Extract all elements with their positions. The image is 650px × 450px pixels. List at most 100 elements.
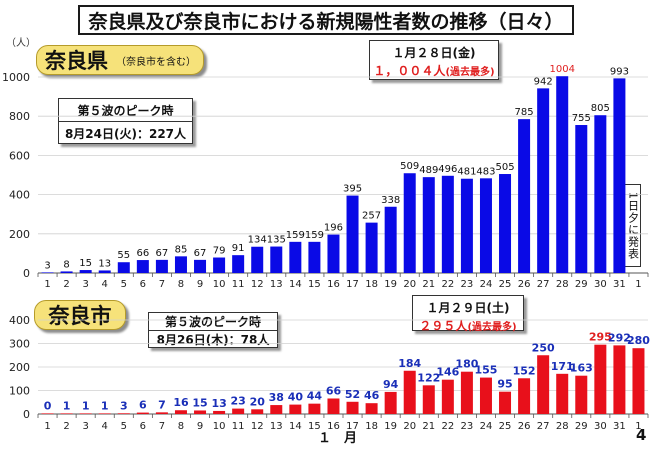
city-data-label: 13 [211, 397, 226, 410]
prefecture-x-tick-label: 22 [441, 279, 454, 290]
prefecture-x-tick-label: 29 [575, 279, 588, 290]
prefecture-bar [384, 206, 397, 273]
city-data-label: 3 [120, 399, 128, 412]
city-x-tick-label: 1 [635, 421, 641, 432]
prefecture-callout-date: １月２８日(金) [392, 46, 476, 60]
city-bar [41, 413, 54, 414]
city-x-tick-label: 11 [232, 421, 245, 432]
prefecture-bar [327, 234, 340, 273]
prefecture-data-label: 135 [267, 235, 286, 246]
prefecture-sublabel: （奈良市を含む） [116, 56, 196, 68]
city-x-tick-label: 26 [518, 421, 531, 432]
prefecture-x-tick-label: 3 [82, 279, 88, 290]
prefecture-data-label: 489 [419, 165, 438, 176]
city-callout-value: ２９５人 [419, 319, 468, 333]
prefecture-y-tick-label: 400 [9, 189, 30, 202]
prefecture-x-tick-label: 31 [613, 279, 626, 290]
prefecture-x-tick-label: 6 [140, 279, 146, 290]
city-data-label: 122 [417, 371, 440, 384]
city-x-tick-label: 17 [346, 421, 359, 432]
city-data-label: 44 [307, 390, 323, 403]
prefecture-y-tick-label: 200 [9, 228, 30, 241]
city-bar [232, 408, 245, 414]
city-data-label: 52 [345, 388, 360, 401]
city-x-tick-label: 3 [82, 421, 88, 432]
city-x-tick-label: 24 [480, 421, 493, 432]
prefecture-label-badge: 奈良県 （奈良市を含む） [36, 45, 204, 75]
prefecture-x-tick-label: 28 [556, 279, 569, 290]
city-data-label: 184 [398, 357, 421, 370]
city-data-label: 1 [82, 399, 90, 412]
city-x-tick-label: 30 [594, 421, 607, 432]
y-axis-unit: （人） [6, 38, 36, 49]
prefecture-x-tick-label: 5 [121, 279, 127, 290]
prefecture-data-label: 55 [117, 250, 130, 261]
city-record-callout: １月２９日(土) ２９５人(過去最多) [412, 295, 524, 333]
city-data-label: 16 [173, 396, 189, 409]
prefecture-x-tick-label: 11 [232, 279, 245, 290]
city-data-label: 171 [551, 360, 574, 373]
city-y-tick-label: 400 [9, 314, 30, 327]
city-x-tick-label: 27 [537, 421, 550, 432]
city-data-label: 6 [139, 399, 147, 412]
city-data-label: 295 [589, 331, 612, 344]
prefecture-x-tick-label: 12 [251, 279, 264, 290]
prefecture-x-tick-label: 18 [365, 279, 378, 290]
prefecture-label: 奈良県 [45, 49, 108, 73]
prefecture-data-label: 3 [44, 260, 50, 271]
prefecture-bar [41, 272, 54, 273]
prefecture-bar [136, 260, 149, 273]
prefecture-x-tick-label: 1 [635, 279, 641, 290]
city-x-tick-label: 4 [102, 421, 108, 432]
prefecture-bar [251, 246, 264, 273]
prefecture-data-label: 196 [324, 223, 343, 234]
city-bar [79, 413, 92, 414]
prefecture-x-tick-label: 1 [44, 279, 50, 290]
city-bar [422, 385, 435, 414]
prefecture-data-label: 66 [136, 248, 149, 259]
prefecture-data-label: 15 [79, 258, 92, 269]
city-bar [117, 413, 130, 414]
prefecture-x-tick-label: 4 [102, 279, 108, 290]
city-x-tick-label: 9 [197, 421, 203, 432]
city-bar [213, 410, 226, 414]
x-axis-month-label: １ 月 [318, 431, 358, 446]
prefecture-x-tick-label: 16 [327, 279, 340, 290]
prefecture-bar [270, 246, 283, 273]
city-data-label: 23 [231, 395, 246, 408]
prefecture-data-label: 509 [400, 161, 419, 172]
city-callout-note: (過去最多) [467, 322, 517, 333]
prefecture-callout-note: (過去最多) [445, 67, 495, 78]
city-bar [346, 401, 359, 414]
city-x-tick-label: 28 [556, 421, 569, 432]
city-data-label: 250 [532, 341, 555, 354]
prefecture-peak-value: 8月24日(火)：227人 [59, 121, 192, 144]
city-data-label: 180 [455, 358, 478, 371]
prefecture-x-tick-label: 19 [384, 279, 397, 290]
city-x-tick-label: 1 [44, 421, 50, 432]
prefecture-y-tick-label: 800 [9, 110, 30, 123]
city-x-tick-label: 31 [613, 421, 626, 432]
prefecture-x-tick-label: 25 [499, 279, 512, 290]
city-x-tick-label: 18 [365, 421, 378, 432]
city-data-label: 155 [474, 364, 497, 377]
city-x-tick-label: 2 [63, 421, 69, 432]
city-bar [98, 413, 111, 414]
prefecture-bar [518, 119, 531, 273]
city-data-label: 152 [513, 364, 536, 377]
prefecture-bar [594, 115, 607, 273]
prefecture-bar [556, 76, 569, 273]
city-bar [327, 398, 340, 414]
prefecture-x-tick-label: 8 [178, 279, 184, 290]
city-data-label: 15 [192, 396, 207, 409]
city-bar [194, 410, 207, 414]
prefecture-x-tick-label: 14 [289, 279, 302, 290]
prefecture-data-label: 395 [343, 184, 362, 195]
prefecture-data-label: 67 [156, 248, 169, 259]
prefecture-bar [346, 195, 359, 273]
prefecture-bar [213, 257, 226, 273]
prefecture-data-label: 159 [305, 230, 324, 241]
city-bar [594, 344, 607, 414]
city-bar [365, 403, 378, 414]
prefecture-bar [308, 241, 321, 273]
